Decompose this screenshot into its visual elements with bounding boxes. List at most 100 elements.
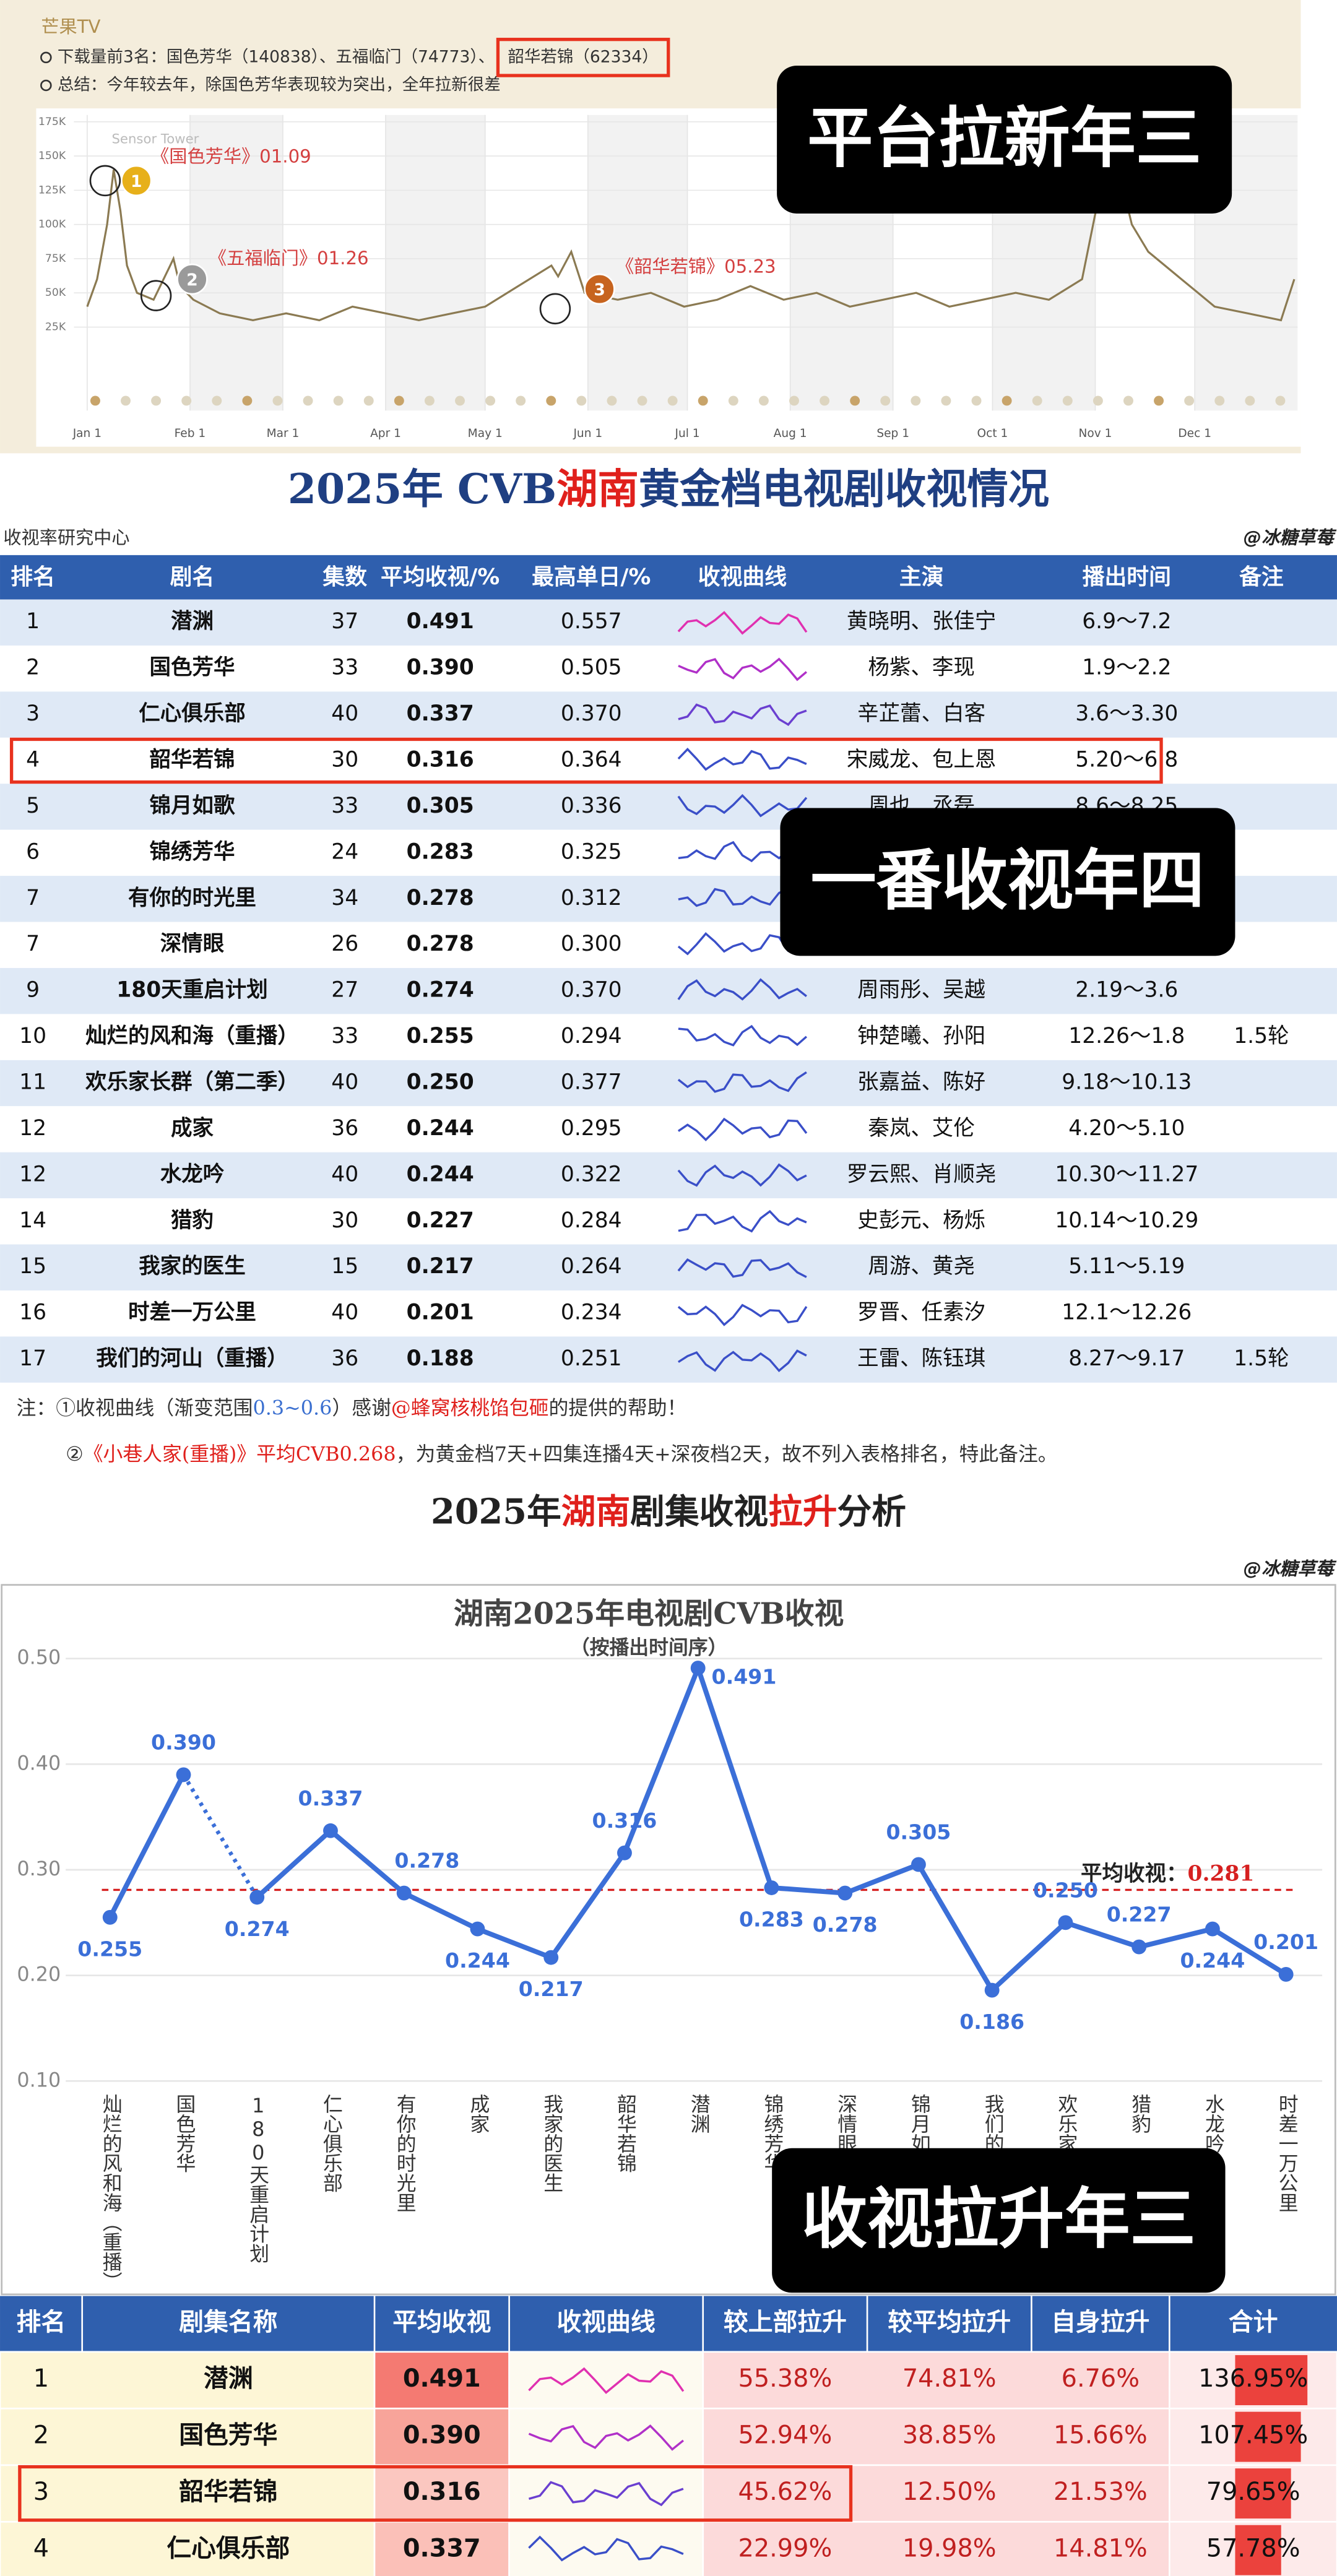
header-cell: 集数 (322, 564, 367, 590)
table-cell: 国色芳华 (150, 655, 235, 680)
table-cell: 1 (33, 2364, 49, 2393)
overlay-box (772, 2148, 1226, 2293)
table-cell: 180天重启计划 (116, 978, 267, 1003)
header-cell: 较平均拉升 (888, 2308, 1011, 2336)
table-cell: 欢乐家长群（第二季） (85, 1070, 299, 1095)
table-cell: 周雨彤、吴越 (857, 978, 985, 1003)
point (1205, 1921, 1220, 1937)
table-cell: 14.81% (1054, 2535, 1148, 2563)
table-row-bg (0, 645, 1337, 692)
table-cell: 0.284 (561, 1208, 622, 1233)
table-cell: 0.294 (561, 1024, 622, 1048)
annotation: 《五福临门》01.26 (209, 248, 369, 269)
x-tick-label: Aug 1 (774, 427, 807, 440)
overlay-text: 收视拉升年三 (802, 2181, 1196, 2258)
header-cell: 排名 (17, 2308, 66, 2336)
table-cell: 38.85% (902, 2421, 997, 2450)
y-tick-label: 0.10 (17, 2068, 61, 2091)
chart-subtitle: （按播出时间序） (570, 1636, 728, 1659)
timeline-icon (820, 395, 830, 406)
app-name: 芒果TV (41, 16, 100, 37)
table-cell: 0.491 (403, 2364, 481, 2393)
value-label: 0.244 (445, 1948, 510, 1973)
table-cell: 0.255 (407, 1024, 474, 1048)
highlight-box (496, 38, 670, 77)
table-cell: 27 (331, 978, 358, 1003)
table-cell: 10.14～10.29 (1055, 1208, 1198, 1233)
timeline-icon (607, 395, 617, 406)
source: 收视率研究中心 (3, 527, 129, 548)
table-cell: 40 (331, 1070, 358, 1095)
x-tick-label: Feb 1 (175, 427, 206, 440)
timeline-icon (698, 395, 708, 406)
cell-bg (702, 2351, 1170, 2410)
table-cell: 2.19～3.6 (1075, 978, 1178, 1003)
average-label: 平均收视：0.281 (1081, 1862, 1254, 1887)
table-cell: 9.18～10.13 (1062, 1070, 1192, 1095)
x-tick-label: 韶华若锦 (614, 2094, 638, 2173)
timeline-icon (576, 395, 587, 406)
table-cell: 24 (331, 839, 358, 864)
total-bar (1235, 2468, 1291, 2519)
table-cell: 22.99% (738, 2535, 833, 2563)
watermark: Sensor Tower (111, 132, 199, 147)
table-cell: 3 (26, 701, 40, 726)
table-title: 2025年 CVB湖南黄金档电视剧收视情况 (288, 465, 1049, 513)
table-cell: 33 (331, 655, 358, 680)
table-cell: 40 (331, 1300, 358, 1325)
table-cell: 韶华若锦 (150, 748, 235, 772)
bullet (40, 79, 52, 92)
x-tick-label: Mar 1 (267, 427, 300, 440)
table-cell: 26 (331, 931, 358, 956)
note-part: 《小巷人家(重播)》平均CVB0.268 (84, 1441, 396, 1465)
section-title-part: 湖南 (561, 1492, 630, 1532)
table-cell: 5 (26, 793, 40, 818)
sparkline (677, 1071, 807, 1093)
table-cell: 锦月如歌 (150, 793, 235, 818)
table-cell: 0.295 (561, 1116, 622, 1141)
sparkline (678, 1209, 807, 1233)
table-cell: 0.264 (561, 1254, 622, 1279)
top-panel-border (1300, 0, 1337, 454)
table-cell: 有你的时光里 (128, 886, 256, 910)
x-tick-label: Jun 1 (573, 427, 602, 440)
table-cell: 0.201 (407, 1300, 474, 1325)
timeline-icon (1214, 395, 1225, 406)
highlight-ring (539, 293, 571, 325)
table-cell: 0.337 (407, 701, 474, 726)
annotation: 《韶华若锦》05.23 (616, 256, 776, 277)
sparkline (677, 793, 808, 818)
table-cell: 40 (331, 1162, 358, 1186)
medal (176, 263, 208, 295)
table-row-bg (0, 1244, 1337, 1290)
highlight-text: 韶华若锦（62334） (508, 47, 658, 66)
cell-bg (373, 2521, 510, 2576)
table-cell: 成家 (171, 1116, 214, 1141)
table-cell: 0.305 (407, 793, 474, 818)
credit: @冰糖草莓 (1244, 527, 1337, 548)
table-cell: 宋威龙、包上恩 (847, 748, 996, 772)
y-tick-label: 0.20 (17, 1963, 61, 1986)
table-cell: 4 (33, 2535, 49, 2563)
timeline-icon (1275, 395, 1286, 406)
sparkline (677, 1117, 808, 1141)
header-cell: 备注 (1239, 564, 1284, 590)
table-title-part: 黄金档电视剧收视情况 (639, 465, 1049, 513)
table-cell: 1.5轮 (1234, 1024, 1289, 1048)
timeline-icon (758, 395, 769, 406)
timeline-icon (850, 395, 860, 406)
section-title: 2025年湖南剧集收视拉升分析 (431, 1492, 906, 1532)
row-highlight-box (18, 2465, 853, 2522)
table-cell: 15.66% (1054, 2421, 1148, 2450)
timeline-icon (90, 395, 100, 406)
table-cell: 0.316 (403, 2478, 481, 2506)
table-cell: 0.217 (407, 1254, 474, 1279)
table-cell: 辛芷蕾、白客 (857, 701, 985, 726)
table-row-bg (0, 1060, 1337, 1107)
table-cell: 1.9～2.2 (1082, 655, 1171, 680)
x-tick-label: 仁心俱乐部 (320, 2094, 344, 2192)
x-tick-label: May 1 (468, 427, 503, 440)
sparkline (678, 703, 807, 726)
timeline-icon (151, 395, 162, 406)
cell-bg (0, 2521, 376, 2576)
